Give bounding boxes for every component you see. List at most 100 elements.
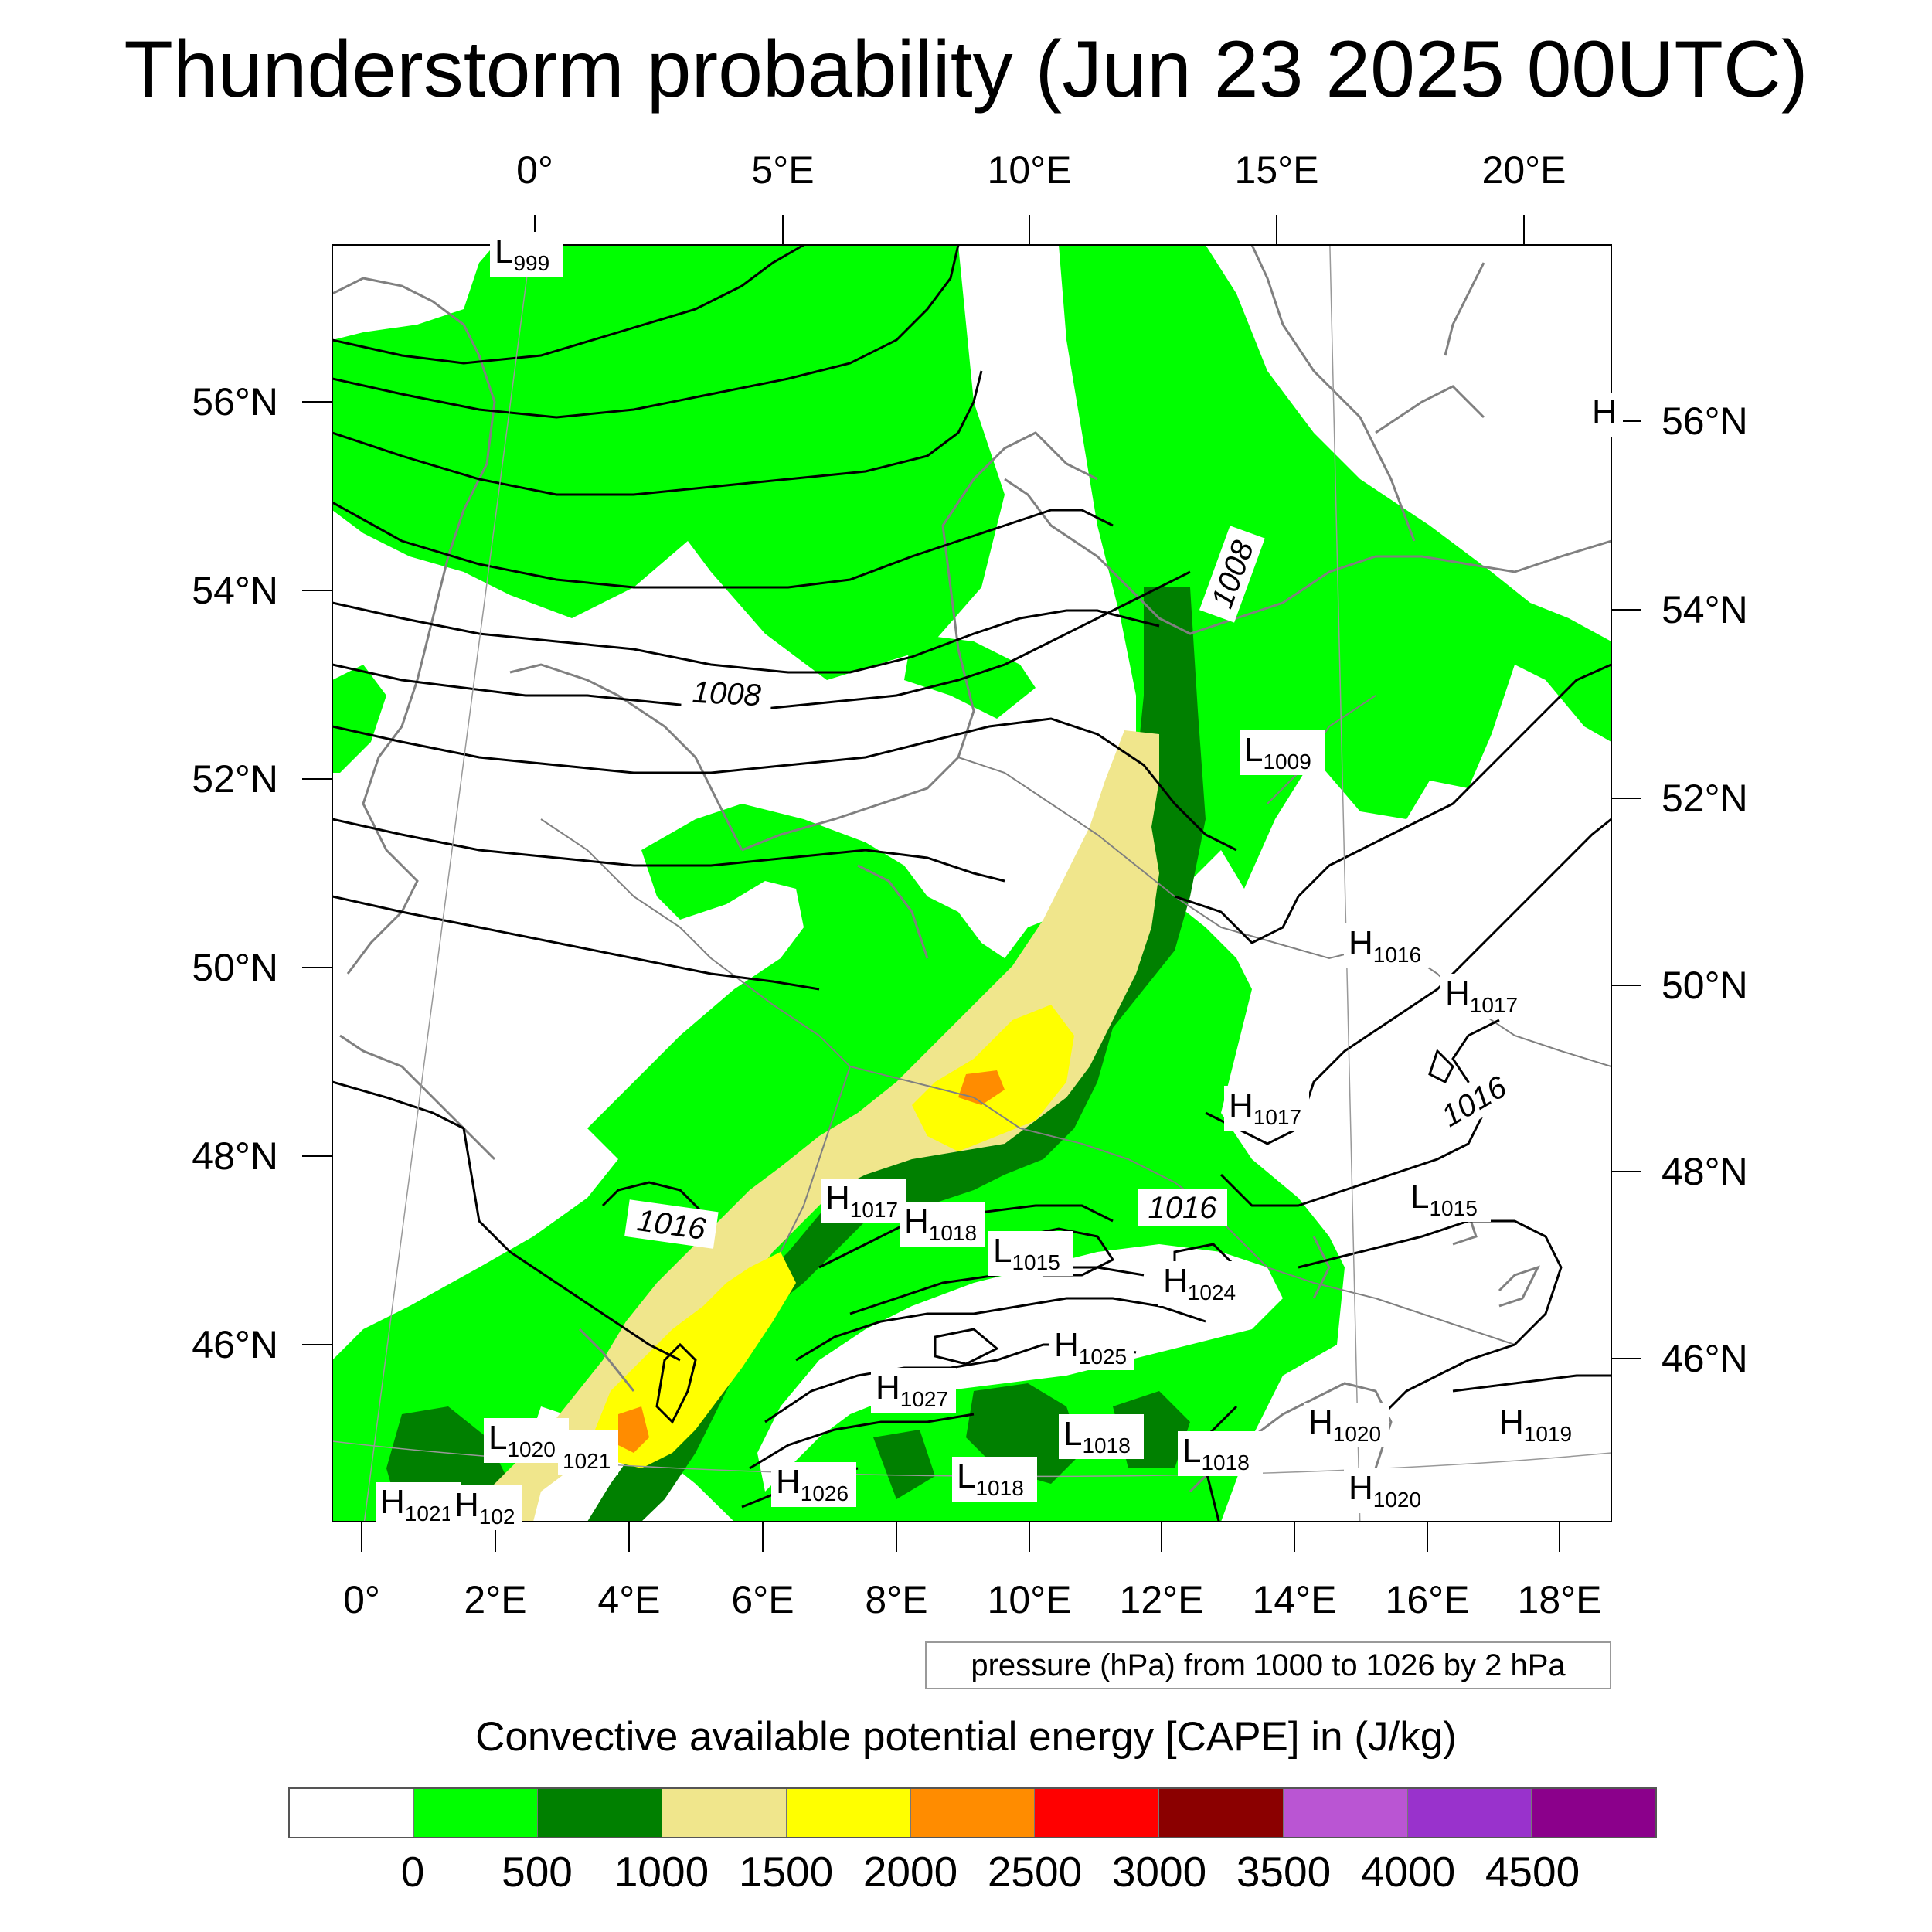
right-lat-label: 50°N <box>1662 964 1748 1007</box>
bottom-lon-label: 0° <box>343 1578 380 1621</box>
tick-marks <box>302 215 1641 1552</box>
bottom-lon-label: 12°E <box>1119 1578 1204 1621</box>
pressure-contour-note: pressure (hPa) from 1000 to 1026 by 2 hP… <box>925 1641 1611 1689</box>
isobar-label: 1016 <box>1138 1189 1227 1226</box>
colorbar-tick-label: 500 <box>502 1848 573 1896</box>
pressure-center-label: H1024 <box>1158 1261 1243 1306</box>
svg-text:L1018: L1018 <box>1063 1415 1131 1458</box>
pressure-center-label: H1017 <box>1224 1086 1309 1131</box>
pressure-center-label: L1009 <box>1240 730 1325 775</box>
left-lat-label: 56°N <box>192 380 278 423</box>
pressure-center-label: 1021 <box>558 1430 618 1475</box>
top-lon-label: 15°E <box>1234 148 1319 192</box>
map-title: Thunderstorm probability (Jun 23 2025 00… <box>124 25 1808 114</box>
svg-text:H1016: H1016 <box>1349 924 1421 967</box>
pressure-center-label: H1025 <box>1049 1325 1134 1370</box>
svg-text:L1018: L1018 <box>957 1458 1024 1500</box>
top-lon-label: 20°E <box>1481 148 1566 192</box>
pressure-center-label: H102 <box>450 1485 522 1530</box>
svg-text:H1017: H1017 <box>825 1179 898 1222</box>
bottom-lon-label: 2°E <box>464 1578 527 1621</box>
pressure-center-label: L999 <box>490 232 563 277</box>
svg-text:L1015: L1015 <box>993 1232 1060 1274</box>
svg-text:H1017: H1017 <box>1445 975 1518 1017</box>
colorbar-swatch <box>413 1789 539 1837</box>
pressure-center-label: H1020 <box>1304 1403 1389 1447</box>
pressure-center-label: H1021 <box>376 1482 461 1527</box>
pressure-center-label: L1018 <box>1178 1431 1263 1476</box>
colorbar-tick-label: 3000 <box>1111 1848 1207 1896</box>
bottom-lon-label: 10°E <box>987 1578 1072 1621</box>
left-lat-label: 52°N <box>192 757 278 801</box>
bottom-lon-label: 18°E <box>1517 1578 1602 1621</box>
pressure-center-label: H1016 <box>1344 923 1429 968</box>
right-lat-label: 54°N <box>1662 588 1748 631</box>
colorbar-tick-label: 2000 <box>862 1848 958 1896</box>
svg-text:L1015: L1015 <box>1410 1178 1478 1220</box>
svg-text:L1020: L1020 <box>488 1419 556 1461</box>
svg-text:H1025: H1025 <box>1054 1326 1127 1369</box>
colorbar-swatch <box>1407 1789 1532 1837</box>
colorbar-tick-label: 1500 <box>738 1848 834 1896</box>
right-lat-label: 48°N <box>1662 1150 1748 1193</box>
svg-text:H1024: H1024 <box>1163 1262 1236 1304</box>
colorbar-title: Convective available potential energy [C… <box>475 1714 1457 1760</box>
svg-text:H1021: H1021 <box>380 1483 453 1526</box>
colorbar-swatch <box>1159 1789 1284 1837</box>
top-lon-label: 5°E <box>751 148 815 192</box>
svg-text:H1020: H1020 <box>1349 1469 1421 1512</box>
pressure-center-label: H1017 <box>1440 974 1526 1019</box>
cape-1000-1500-fill <box>471 730 1159 1522</box>
pressure-center-label: H1018 <box>900 1202 985 1247</box>
svg-text:H1018: H1018 <box>904 1202 977 1245</box>
isobar-label: 1008 <box>681 672 773 715</box>
colorbar-swatch <box>1035 1789 1160 1837</box>
pressure-center-label: H <box>1587 393 1623 437</box>
colorbar-swatch <box>662 1789 787 1837</box>
pressure-center-label: L1018 <box>1059 1414 1144 1459</box>
pressure-center-label: H1027 <box>871 1368 956 1413</box>
svg-text:L1018: L1018 <box>1182 1432 1250 1475</box>
colorbar-swatch <box>290 1789 414 1837</box>
bottom-lon-label: 6°E <box>731 1578 794 1621</box>
svg-text:1021: 1021 <box>563 1449 611 1473</box>
alps-white-fill <box>757 1244 1283 1492</box>
cape-colorbar <box>288 1787 1657 1838</box>
country-borders <box>540 695 1611 1345</box>
svg-text:H: H <box>1592 393 1617 431</box>
svg-text:H102: H102 <box>454 1486 515 1529</box>
map-area <box>332 245 1611 1522</box>
colorbar-swatch <box>1532 1789 1656 1837</box>
svg-text:L999: L999 <box>495 233 549 275</box>
svg-text:1016: 1016 <box>1148 1191 1218 1225</box>
isobar-label: 1016 <box>624 1199 719 1249</box>
colorbar-swatch <box>538 1789 663 1837</box>
pressure-center-label: H1020 <box>1344 1468 1429 1513</box>
right-lat-label: 56°N <box>1662 400 1748 443</box>
svg-text:H1020: H1020 <box>1308 1403 1381 1446</box>
bottom-lon-label: 4°E <box>597 1578 661 1621</box>
right-lat-label: 46°N <box>1662 1337 1748 1380</box>
pressure-center-label: H1019 <box>1495 1403 1580 1447</box>
colorbar-tick-label: 4000 <box>1360 1848 1456 1896</box>
map-frame <box>332 244 1612 1522</box>
pressure-center-label: H1026 <box>771 1462 856 1507</box>
svg-text:H1027: H1027 <box>876 1369 948 1411</box>
svg-text:L1009: L1009 <box>1244 731 1311 774</box>
svg-text:H1017: H1017 <box>1229 1087 1301 1129</box>
pressure-center-label: L1020 <box>484 1418 569 1463</box>
bottom-lon-label: 16°E <box>1385 1578 1470 1621</box>
colorbar-tick-label: 0 <box>400 1848 425 1896</box>
top-lon-label: 10°E <box>987 148 1072 192</box>
svg-text:H1019: H1019 <box>1499 1403 1572 1446</box>
colorbar-tick-label: 3500 <box>1236 1848 1332 1896</box>
bottom-lon-label: 14°E <box>1252 1578 1337 1621</box>
bottom-lon-label: 8°E <box>865 1578 928 1621</box>
colorbar-swatch <box>1283 1789 1408 1837</box>
pressure-center-label: L1018 <box>952 1457 1037 1502</box>
colorbar-swatch <box>786 1789 911 1837</box>
pressure-center-label: L1015 <box>1406 1177 1491 1222</box>
colorbar-tick-label: 2500 <box>987 1848 1083 1896</box>
